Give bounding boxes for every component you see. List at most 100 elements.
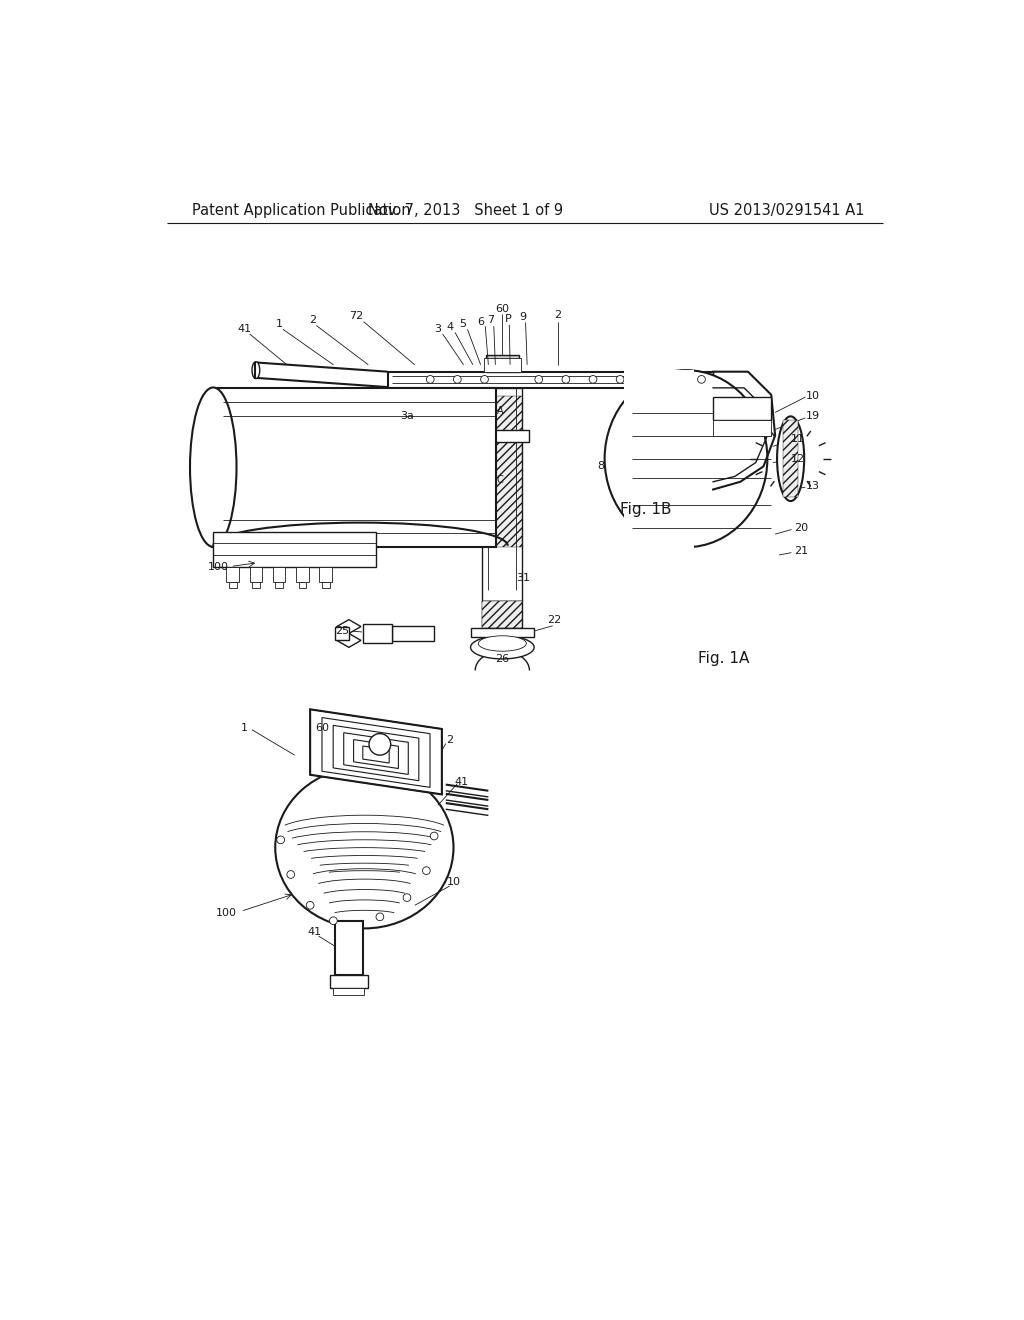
- Text: 41: 41: [455, 777, 468, 787]
- Bar: [275, 582, 283, 589]
- Bar: [322, 582, 330, 589]
- Bar: [226, 566, 239, 582]
- Text: 25: 25: [335, 626, 349, 636]
- Text: 10: 10: [806, 391, 820, 400]
- Bar: [476, 430, 528, 442]
- Bar: [252, 582, 260, 589]
- Polygon shape: [310, 709, 442, 795]
- Bar: [713, 397, 771, 420]
- Text: 60: 60: [314, 723, 329, 733]
- Circle shape: [562, 376, 569, 383]
- Bar: [296, 566, 308, 582]
- Text: 5: 5: [460, 319, 466, 329]
- Bar: [330, 974, 369, 989]
- Bar: [334, 989, 365, 995]
- Text: 10: 10: [446, 878, 461, 887]
- Ellipse shape: [471, 636, 535, 659]
- Bar: [362, 624, 392, 643]
- Text: 1: 1: [241, 723, 248, 733]
- Text: 2: 2: [446, 735, 454, 744]
- Bar: [713, 420, 771, 436]
- Text: P: P: [505, 314, 511, 323]
- Text: 41: 41: [307, 927, 322, 937]
- Circle shape: [287, 871, 295, 878]
- Text: 11: 11: [791, 434, 805, 445]
- Bar: [273, 566, 286, 582]
- Bar: [486, 355, 518, 372]
- Text: 20: 20: [795, 523, 809, 533]
- Circle shape: [535, 376, 543, 383]
- Bar: [482, 396, 522, 548]
- Text: 22: 22: [547, 615, 561, 626]
- Circle shape: [480, 376, 488, 383]
- Text: C: C: [497, 475, 504, 486]
- Ellipse shape: [478, 636, 526, 651]
- Bar: [250, 566, 262, 582]
- Bar: [335, 627, 349, 640]
- Ellipse shape: [604, 370, 767, 548]
- Bar: [482, 388, 522, 601]
- Bar: [213, 532, 376, 566]
- Bar: [388, 372, 713, 388]
- Ellipse shape: [190, 388, 237, 546]
- Text: 12: 12: [791, 454, 805, 463]
- Bar: [335, 921, 362, 974]
- Text: 21: 21: [795, 546, 809, 556]
- Text: A: A: [497, 407, 504, 416]
- Text: 72: 72: [349, 312, 364, 321]
- Text: 13: 13: [806, 480, 820, 491]
- Circle shape: [697, 376, 706, 383]
- Text: 60: 60: [496, 304, 509, 314]
- Bar: [624, 370, 693, 570]
- Bar: [391, 626, 434, 642]
- Text: Nov. 7, 2013   Sheet 1 of 9: Nov. 7, 2013 Sheet 1 of 9: [368, 203, 562, 218]
- Circle shape: [430, 832, 438, 840]
- Bar: [667, 372, 713, 388]
- Text: Fig. 1B: Fig. 1B: [620, 502, 672, 516]
- Bar: [212, 388, 496, 548]
- Circle shape: [306, 902, 314, 909]
- Text: 2: 2: [555, 310, 562, 321]
- Circle shape: [376, 913, 384, 921]
- Text: 8: 8: [597, 462, 604, 471]
- Bar: [471, 628, 535, 638]
- Circle shape: [616, 376, 624, 383]
- Bar: [783, 420, 799, 498]
- Bar: [299, 582, 306, 589]
- Text: 3: 3: [434, 325, 441, 334]
- Text: 100: 100: [215, 908, 237, 917]
- Text: 1: 1: [275, 319, 283, 329]
- Text: 7: 7: [487, 315, 495, 325]
- Text: 6: 6: [477, 317, 484, 326]
- Bar: [483, 358, 521, 372]
- Bar: [319, 566, 332, 582]
- Circle shape: [330, 917, 337, 924]
- Circle shape: [423, 867, 430, 874]
- Text: 3a: 3a: [400, 412, 414, 421]
- Circle shape: [276, 836, 285, 843]
- Bar: [482, 601, 522, 628]
- Text: 9: 9: [520, 312, 526, 322]
- Text: 41: 41: [238, 325, 251, 334]
- Bar: [228, 582, 237, 589]
- Polygon shape: [337, 619, 360, 647]
- Text: Fig. 1A: Fig. 1A: [697, 651, 749, 667]
- Circle shape: [426, 376, 434, 383]
- Text: 4: 4: [446, 322, 454, 333]
- Ellipse shape: [275, 767, 454, 928]
- Text: 19: 19: [806, 412, 820, 421]
- Circle shape: [671, 376, 678, 383]
- Text: 2: 2: [309, 315, 316, 325]
- Text: 31: 31: [516, 573, 530, 583]
- Ellipse shape: [252, 362, 260, 379]
- Text: US 2013/0291541 A1: US 2013/0291541 A1: [709, 203, 864, 218]
- Text: Patent Application Publication: Patent Application Publication: [191, 203, 411, 218]
- Ellipse shape: [777, 416, 804, 502]
- Circle shape: [369, 734, 391, 755]
- Bar: [482, 601, 522, 628]
- Circle shape: [403, 894, 411, 902]
- Text: 100: 100: [208, 561, 228, 572]
- Circle shape: [643, 376, 651, 383]
- Text: 26: 26: [496, 653, 509, 664]
- Circle shape: [589, 376, 597, 383]
